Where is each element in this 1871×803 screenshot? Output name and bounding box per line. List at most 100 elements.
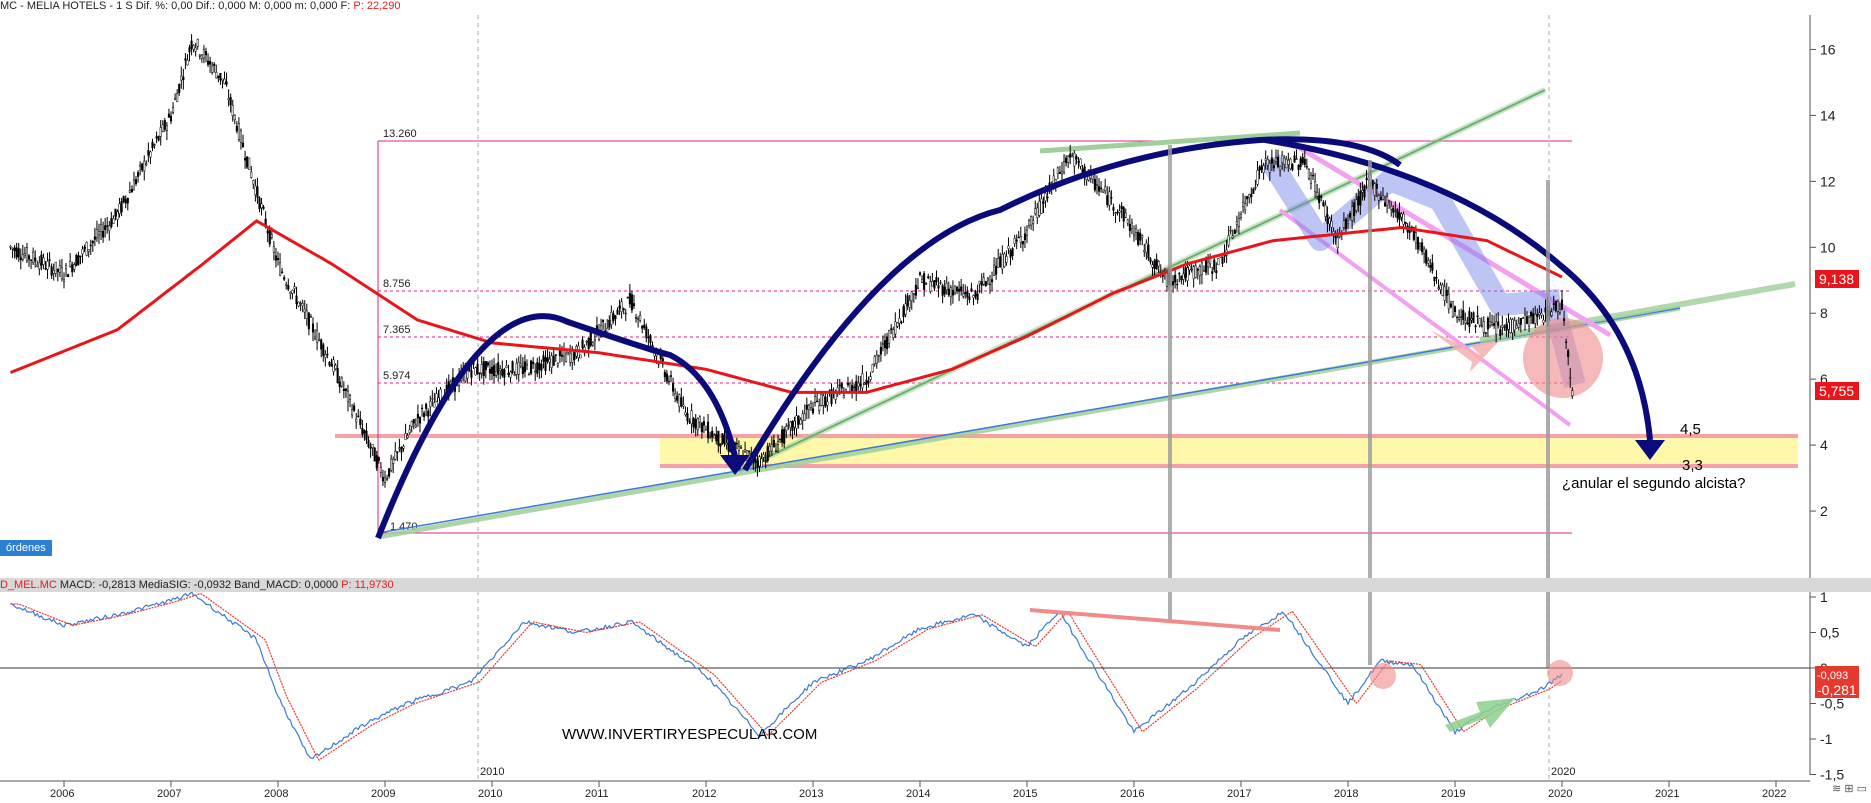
candle-body (1324, 204, 1327, 217)
candle-body (1458, 317, 1461, 320)
time-axis-ticks: 2006 2007 2008 2009 2010 2011 2012 2013 2014 2015… (50, 781, 1786, 800)
candle-body (256, 186, 259, 198)
first-arc (375, 313, 741, 540)
candle-body (587, 338, 590, 349)
candle-body (548, 358, 551, 363)
candle-body (412, 419, 415, 424)
candle-body (532, 361, 535, 365)
chart-tool-icons[interactable]: ≋ ⊞ ▭ (1832, 783, 1867, 795)
candle-body (192, 45, 195, 50)
candle-body (875, 354, 878, 364)
candle-body (517, 361, 520, 375)
candle-body (1065, 157, 1068, 163)
candle-body (1151, 264, 1154, 268)
candle-body (30, 259, 33, 261)
candle-body (1192, 266, 1195, 280)
panel-separator[interactable] (0, 578, 1871, 592)
candle-body (398, 447, 401, 449)
candle-body (1112, 207, 1115, 211)
macd-cross-circle-2 (1547, 660, 1573, 686)
candle-body (1075, 156, 1078, 160)
candle-body (1276, 156, 1280, 168)
candle-body (902, 306, 905, 318)
candle-body (153, 144, 156, 146)
candle-body (593, 339, 596, 342)
macd-tick-label: 1 (1820, 589, 1828, 605)
candle-body (353, 405, 356, 411)
candle-body (268, 228, 271, 245)
candle-body (538, 363, 541, 370)
candle-body (1235, 221, 1238, 226)
candle-body (104, 225, 107, 231)
candle-body (110, 218, 113, 228)
candle-body (1244, 203, 1247, 211)
candle-body (435, 393, 438, 402)
candle-body (1497, 321, 1500, 326)
candle-body (161, 124, 164, 132)
candle-body (182, 76, 185, 81)
candle-body (1242, 201, 1245, 207)
candle-body (1486, 317, 1489, 330)
candle-body (204, 51, 208, 56)
candle-body (361, 427, 364, 435)
candle-body (369, 446, 372, 449)
candle-body (1355, 199, 1358, 211)
candle-body (1532, 313, 1535, 324)
candle-body (735, 442, 738, 445)
candle-body (167, 113, 170, 118)
candle-body (760, 458, 763, 468)
candle-body (169, 115, 173, 122)
candle-body (554, 354, 557, 356)
candle-body (58, 265, 61, 273)
candle-body (357, 415, 360, 417)
candle-body (305, 310, 308, 319)
candle-body (1013, 238, 1016, 244)
candle-body (1268, 163, 1271, 173)
candle-body (1122, 207, 1125, 222)
candle-body (89, 244, 92, 247)
candle-body (855, 381, 858, 392)
candle-body (132, 179, 136, 191)
candle-body (1513, 320, 1516, 331)
candle-body (768, 445, 771, 452)
period-label[interactable]: 1 S (116, 0, 133, 12)
candle-body (1015, 239, 1018, 242)
orders-tab[interactable]: órdenes (0, 540, 52, 556)
candle-body (1336, 237, 1339, 248)
candle-body (231, 105, 234, 117)
x-tick-label: 2009 (371, 788, 395, 800)
candle-body (1480, 325, 1483, 327)
candle-body (1128, 223, 1131, 232)
candle-body (1365, 178, 1368, 180)
candle-body (1301, 157, 1304, 164)
candle-body (466, 370, 469, 379)
candle-body (929, 281, 932, 292)
candle-body (707, 421, 710, 439)
candle-body (990, 279, 994, 283)
candle-body (1217, 258, 1220, 266)
candle-body (939, 282, 942, 284)
candle-body (143, 160, 146, 172)
macd-tick-label: -0,5 (1820, 696, 1844, 712)
candle-body (340, 377, 343, 387)
candle-body (933, 280, 936, 289)
candle-body (1252, 188, 1255, 194)
macd-stats: MACD: -0,2813 MediaSIG: -0,0932 Band_MAC… (59, 579, 339, 591)
moving-average-line (9, 219, 1563, 394)
candle-body (425, 403, 428, 409)
candle-body (176, 93, 179, 103)
candle-body (287, 285, 290, 290)
candle-body (1433, 276, 1436, 281)
candle-body (918, 272, 922, 275)
candle-body (916, 287, 919, 289)
candle-body (859, 383, 862, 387)
candle-body (1439, 284, 1442, 290)
candle-body (1130, 222, 1133, 229)
candle-body (628, 293, 631, 305)
candle-body (338, 381, 341, 388)
candle-body (881, 343, 885, 345)
candle-body (344, 388, 347, 391)
candle-body (857, 382, 860, 387)
candle-body (1155, 259, 1158, 270)
